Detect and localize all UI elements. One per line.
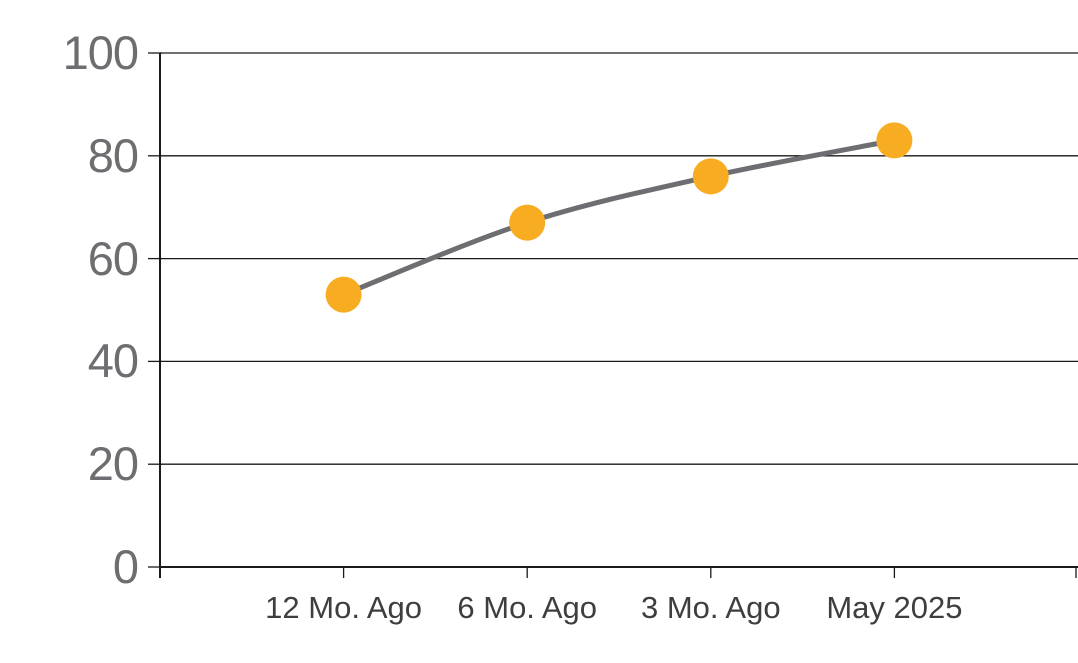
data-point-1	[325, 276, 362, 313]
x-tick-label-2: 6 Mo. Ago	[457, 590, 597, 625]
y-tick-label-20: 20	[87, 437, 139, 490]
y-axis-labels: 100 80 60 40 20 0	[0, 0, 140, 663]
data-point-2	[509, 204, 546, 241]
series-line	[341, 137, 897, 298]
y-tick-label-80: 80	[87, 129, 139, 182]
data-point-3	[692, 158, 729, 195]
y-tick-label-40: 40	[87, 334, 139, 387]
data-point-4	[876, 122, 913, 159]
y-tick-label-60: 60	[87, 232, 139, 285]
x-tick-label-1: 12 Mo. Ago	[265, 590, 423, 625]
x-tick-label-3: 3 Mo. Ago	[641, 590, 781, 625]
x-tick-label-4: May 2025	[826, 590, 963, 625]
x-axis-labels: 12 Mo. Ago 6 Mo. Ago 3 Mo. Ago May 2025	[0, 590, 1078, 635]
y-tick-label-100: 100	[62, 26, 139, 79]
y-tick-label-0: 0	[112, 540, 139, 593]
